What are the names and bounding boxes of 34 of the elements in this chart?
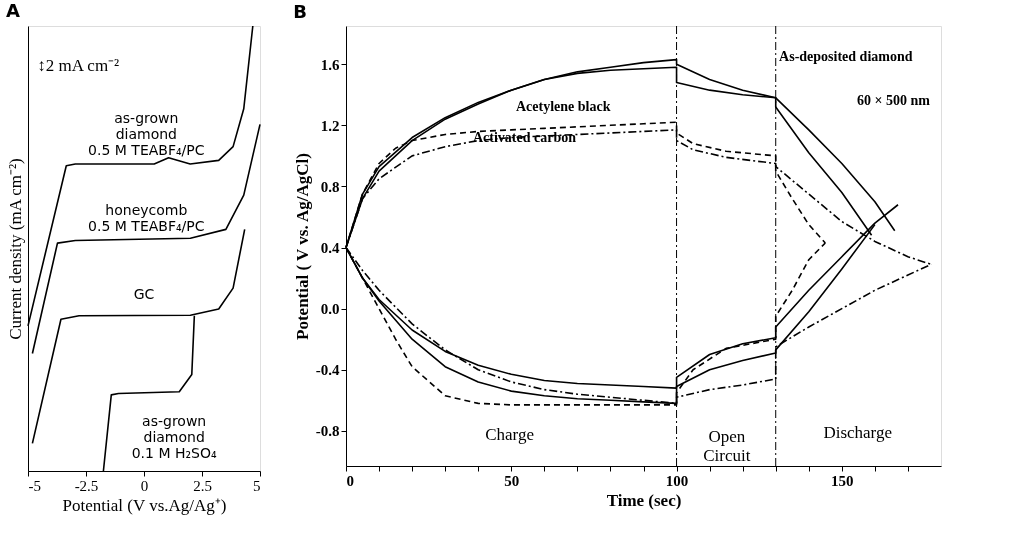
annotation: honeycomb 0.5 M TEABF₄/PC xyxy=(88,201,205,234)
x-tick-label: -2.5 xyxy=(74,477,99,494)
x-tick-label: 5 xyxy=(253,477,261,494)
annotation: ↕2 mA cm⁻² xyxy=(37,56,120,76)
x-tick-label: 0 xyxy=(140,477,149,494)
annotation: Charge xyxy=(485,425,535,445)
y-tick-label: 0.0 xyxy=(320,301,340,318)
annotation: Discharge xyxy=(823,423,892,442)
chart-title: B xyxy=(293,0,307,22)
x-axis-title: Time (sec) xyxy=(606,490,682,510)
y-axis-title: Current density (mA cm⁻²) xyxy=(5,158,25,340)
annotation: GC xyxy=(133,286,155,303)
annotation: 60 × 500 nm xyxy=(856,92,931,108)
annotation: As-deposited diamond xyxy=(779,48,913,64)
x-tick-label: 0 xyxy=(346,472,354,489)
x-axis-title: Potential (V vs.Ag/Ag⁺) xyxy=(62,495,227,515)
x-tick-label: -5 xyxy=(28,477,41,494)
x-tick-label: 2.5 xyxy=(193,477,212,494)
annotation: as-grown diamond 0.5 M TEABF₄/PC xyxy=(88,110,205,159)
x-tick-label: 50 xyxy=(504,472,520,489)
y-tick-label: 0.4 xyxy=(320,240,340,257)
x-tick-label: 150 xyxy=(831,472,854,489)
y-tick-label: 0.8 xyxy=(320,178,340,195)
y-tick-label: 1.6 xyxy=(320,56,340,73)
chart-title: A xyxy=(6,0,20,22)
y-tick-label: 1.2 xyxy=(320,117,340,134)
annotation: Open Circuit xyxy=(703,427,751,466)
annotation: Activated carbon xyxy=(472,130,577,146)
annotation: as-grown diamond 0.1 M H₂SO₄ xyxy=(131,413,217,462)
y-tick-label: -0.8 xyxy=(315,423,340,440)
x-tick-label: 100 xyxy=(665,472,689,489)
annotation: Acetylene black xyxy=(515,99,611,115)
y-tick-label: -0.4 xyxy=(315,362,340,379)
y-axis-title: Potential ( V vs. Ag/AgCl) xyxy=(292,153,312,340)
